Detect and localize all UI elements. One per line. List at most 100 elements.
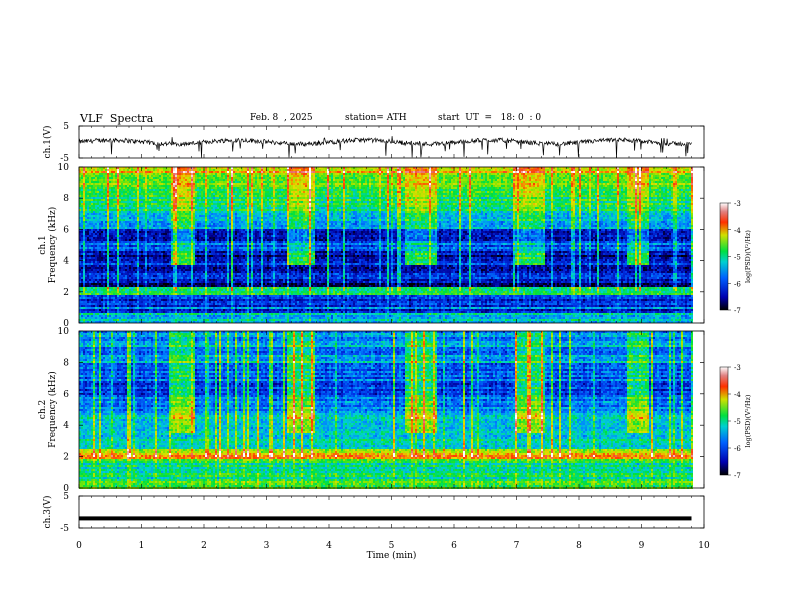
spec-cell: [141, 199, 143, 201]
spec-cell: [141, 179, 143, 181]
spec-cell: [135, 283, 137, 285]
spec-cell: [81, 219, 83, 221]
spec-cell: [89, 175, 91, 177]
spec-cell: [127, 259, 129, 261]
spec-cell: [127, 193, 129, 195]
spec-cell: [139, 299, 141, 301]
spec-cell: [99, 257, 101, 259]
spec-cell: [151, 241, 153, 243]
spec-cell: [129, 317, 131, 319]
spec-cell: [149, 303, 151, 305]
spec-cell: [131, 311, 133, 313]
spec-cell: [129, 315, 131, 317]
spec-cell: [149, 171, 151, 173]
spec-cell: [125, 263, 127, 265]
spec-cell: [111, 249, 113, 251]
spec-cell: [113, 169, 115, 171]
spec-cell: [111, 225, 113, 227]
spec-cell: [101, 189, 103, 191]
spec-cell: [139, 195, 141, 197]
spec-cell: [123, 247, 125, 249]
spec-cell: [151, 193, 153, 195]
spec-cell: [113, 271, 115, 273]
spec-cell: [139, 217, 141, 219]
spec-cell: [121, 209, 123, 211]
spec-cell: [133, 275, 135, 277]
spec-cell: [115, 219, 117, 221]
spec-cell: [127, 233, 129, 235]
spec-cell: [127, 311, 129, 313]
spec-cell: [143, 253, 145, 255]
spec-cell: [147, 269, 149, 271]
spec-cell: [105, 181, 107, 183]
spec-cell: [129, 243, 131, 245]
spec-cell: [151, 261, 153, 263]
spec-cell: [151, 291, 153, 293]
spec-cell: [111, 181, 113, 183]
spec-cell: [125, 173, 127, 175]
spec-cell: [129, 219, 131, 221]
spec-cell: [123, 233, 125, 235]
spec-cell: [93, 203, 95, 205]
spec-cell: [93, 177, 95, 179]
spec-cell: [151, 277, 153, 279]
spec-cell: [131, 193, 133, 195]
spec-cell: [83, 189, 85, 191]
spec-cell: [149, 233, 151, 235]
spec-cell: [103, 279, 105, 281]
spec-cell: [85, 247, 87, 249]
spec-cell: [99, 175, 101, 177]
spec-cell: [101, 259, 103, 261]
spec-cell: [91, 219, 93, 221]
spec-cell: [89, 177, 91, 179]
spec-cell: [125, 209, 127, 211]
spec-cell: [97, 293, 99, 295]
spec-cell: [147, 299, 149, 301]
spec-cell: [109, 309, 111, 311]
spec-cell: [93, 307, 95, 309]
spec-cell: [107, 259, 109, 261]
spec-cell: [83, 269, 85, 271]
spec-cell: [127, 225, 129, 227]
spec-cell: [137, 261, 139, 263]
spec-cell: [95, 231, 97, 233]
spec-cell: [97, 241, 99, 243]
spec-cell: [81, 255, 83, 257]
spec-cell: [133, 281, 135, 283]
spec-cell: [99, 229, 101, 231]
spec-cell: [137, 183, 139, 185]
spec-cell: [125, 281, 127, 283]
spec-cell: [85, 307, 87, 309]
spec-cell: [95, 195, 97, 197]
spec-cell: [129, 207, 131, 209]
spec-cell: [129, 279, 131, 281]
spec-cell: [89, 201, 91, 203]
spec-cell: [127, 295, 129, 297]
spec-cell: [129, 311, 131, 313]
spec-cell: [135, 217, 137, 219]
spec-cell: [125, 303, 127, 305]
spec-cell: [135, 183, 137, 185]
spec-cell: [87, 271, 89, 273]
spec-cell: [119, 299, 121, 301]
spec-cell: [137, 181, 139, 183]
spec-cell: [113, 213, 115, 215]
spec-cell: [133, 223, 135, 225]
spec-cell: [105, 277, 107, 279]
spec-cell: [145, 227, 147, 229]
spec-cell: [83, 297, 85, 299]
spec-cell: [93, 219, 95, 221]
spec-cell: [143, 309, 145, 311]
spec-cell: [133, 233, 135, 235]
spec-cell: [151, 229, 153, 231]
spec-cell: [83, 301, 85, 303]
spec-cell: [109, 215, 111, 217]
spec-cell: [121, 259, 123, 261]
spec-cell: [137, 175, 139, 177]
spec-cell: [139, 255, 141, 257]
spec-cell: [131, 289, 133, 291]
spec-cell: [113, 239, 115, 241]
spec-cell: [97, 195, 99, 197]
spec-cell: [87, 211, 89, 213]
spec-cell: [99, 177, 101, 179]
